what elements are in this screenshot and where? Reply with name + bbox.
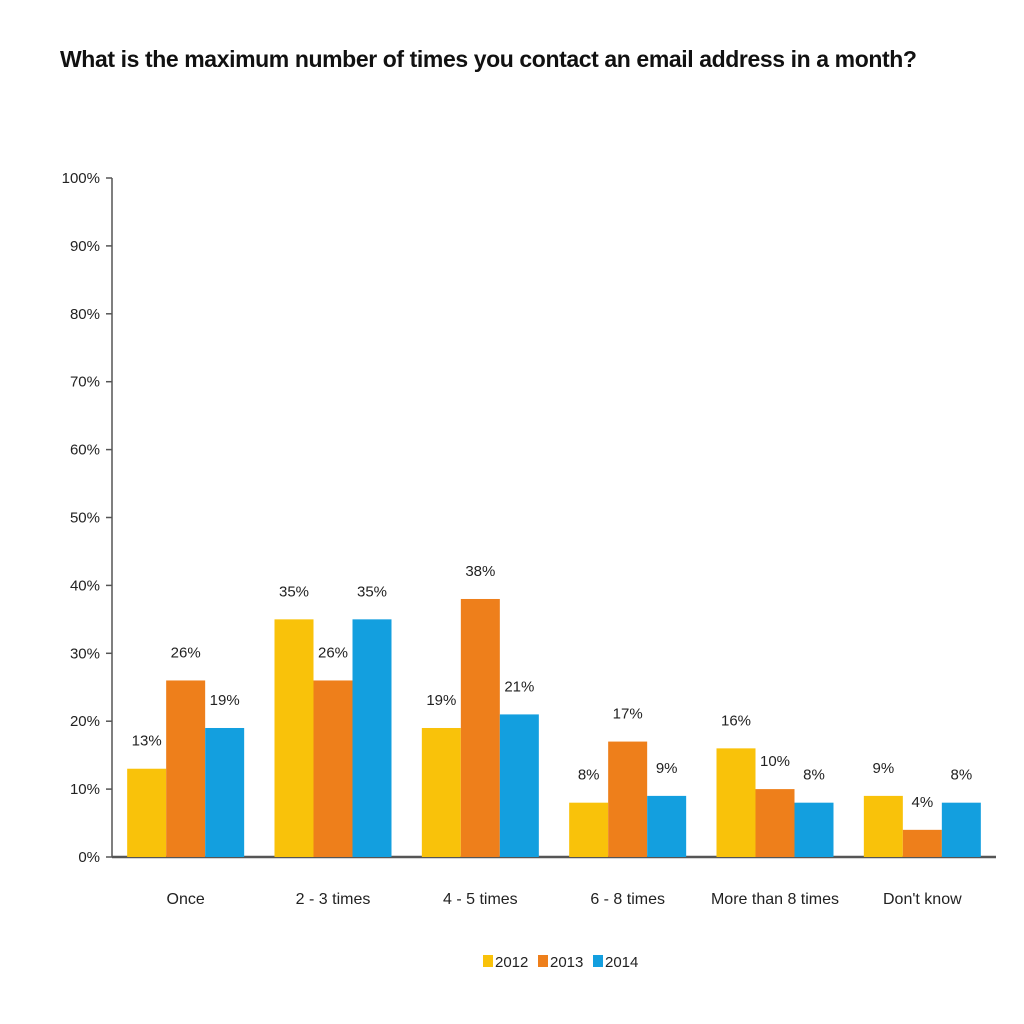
legend: 2012 2013 2014	[483, 954, 638, 971]
bar-2012-1	[274, 619, 314, 857]
legend-label: 2014	[605, 954, 638, 971]
x-tick-label: 6 - 8 times	[590, 891, 665, 908]
y-tick-label: 50%	[70, 510, 100, 527]
bar-2013-0	[166, 680, 206, 857]
bar-2014-0	[205, 727, 245, 857]
y-tick-label: 70%	[70, 374, 100, 391]
x-tick-label: 2 - 3 times	[296, 891, 371, 908]
data-label: 26%	[318, 644, 348, 661]
data-label: 8%	[950, 767, 972, 784]
y-tick-label: 60%	[70, 442, 100, 459]
data-label: 21%	[504, 678, 534, 695]
data-label: 38%	[465, 563, 495, 580]
legend-swatch-2014	[593, 955, 603, 967]
bar-2014-2	[499, 714, 539, 857]
x-tick-label: Don't know	[883, 891, 962, 908]
y-tick-label: 40%	[70, 577, 100, 594]
bar-2014-3	[647, 795, 687, 857]
bar-2012-5	[863, 795, 903, 857]
data-label: 13%	[132, 733, 162, 750]
bar-2013-1	[313, 680, 353, 857]
bar-2012-0	[127, 768, 167, 857]
bar-2014-4	[794, 802, 834, 857]
y-tick-label: 100%	[62, 170, 100, 187]
data-label: 8%	[803, 767, 825, 784]
bars	[127, 598, 981, 857]
data-label: 4%	[911, 794, 933, 811]
data-label: 35%	[357, 583, 387, 600]
axes: 0% 10% 20% 30% 40% 50% 60% 70% 80% 90% 100% Once 2 -…	[62, 170, 996, 908]
y-tick-label: 80%	[70, 306, 100, 323]
bar-2013-5	[902, 829, 942, 857]
data-label: 19%	[426, 692, 456, 709]
chart-title: What is the maximum number of times you …	[60, 46, 917, 72]
data-label: 10%	[760, 753, 790, 770]
bar-2012-3	[569, 802, 609, 857]
data-label: 26%	[171, 644, 201, 661]
legend-swatch-2013	[538, 955, 548, 967]
y-tick-label: 30%	[70, 645, 100, 662]
x-tick-label: Once	[167, 891, 205, 908]
bar-2014-5	[941, 802, 981, 857]
legend-label: 2012	[495, 954, 528, 971]
data-label: 35%	[279, 583, 309, 600]
x-tick-label: More than 8 times	[711, 891, 839, 908]
data-labels: 13% 26% 19% 35% 26% 35% 19% 38% 21% 8% 17% 9% 16% 10%…	[132, 563, 973, 811]
y-tick-label: 10%	[70, 781, 100, 798]
legend-swatch-2012	[483, 955, 493, 967]
data-label: 9%	[872, 760, 894, 777]
bar-2013-3	[608, 741, 648, 857]
bar-2013-4	[755, 789, 795, 857]
y-tick-label: 90%	[70, 238, 100, 255]
bar-2012-2	[421, 727, 461, 857]
data-label: 8%	[578, 767, 600, 784]
bar-2012-4	[716, 748, 756, 857]
legend-label: 2013	[550, 954, 583, 971]
bar-2013-2	[460, 598, 500, 857]
data-label: 17%	[613, 706, 643, 723]
bar-2014-1	[352, 619, 392, 857]
y-tick-label: 20%	[70, 713, 100, 730]
data-label: 9%	[656, 760, 678, 777]
y-tick-label: 0%	[78, 849, 100, 866]
x-tick-label: 4 - 5 times	[443, 891, 518, 908]
data-label: 19%	[210, 692, 240, 709]
data-label: 16%	[721, 712, 751, 729]
